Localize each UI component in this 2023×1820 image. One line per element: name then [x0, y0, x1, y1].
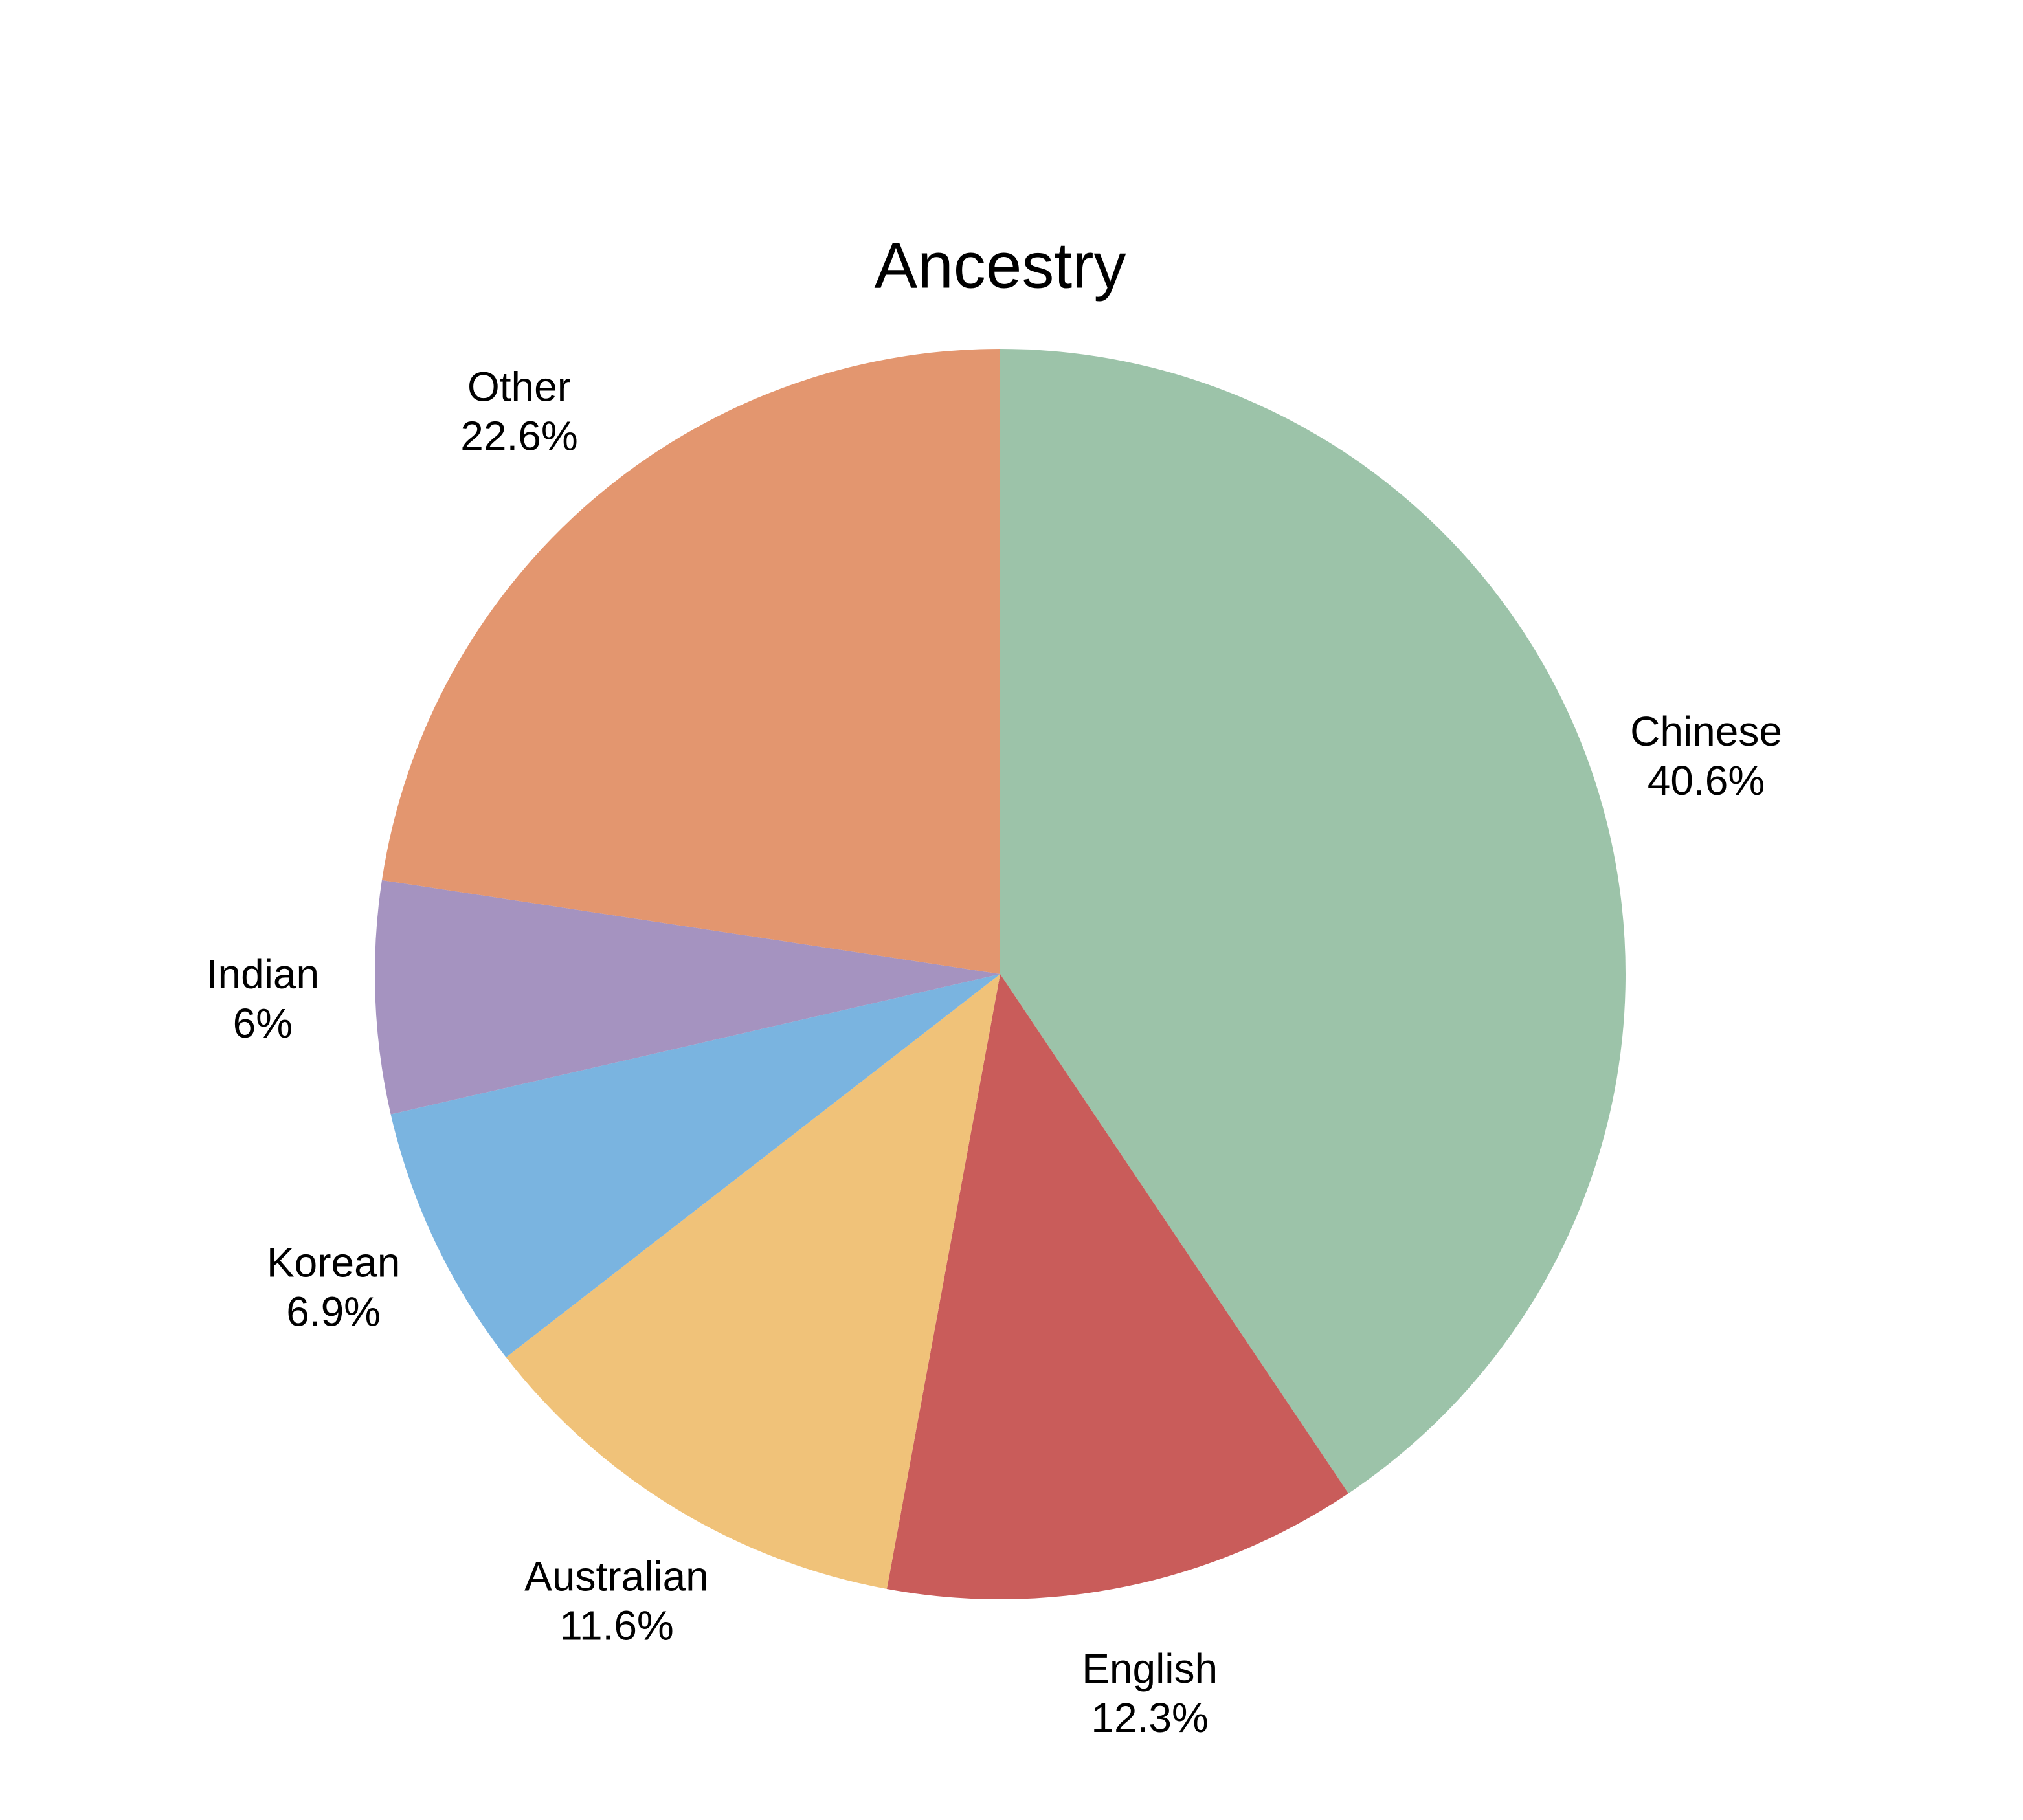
slice-label: Korean — [267, 1239, 400, 1285]
slice-value-label: 6.9% — [286, 1288, 381, 1335]
pie-slice — [1000, 349, 1626, 1494]
pie-slice — [381, 349, 1000, 974]
pie-slice — [390, 974, 1000, 1358]
pie-slice — [506, 974, 1000, 1590]
slice-value-label: 11.6% — [559, 1603, 674, 1649]
slice-value-label: 40.6% — [1648, 757, 1765, 804]
pie-slice — [886, 974, 1348, 1599]
slice-label: English — [1082, 1645, 1218, 1692]
slice-label: Australian — [524, 1553, 709, 1600]
slice-value-label: 12.3% — [1091, 1694, 1208, 1741]
slice-label: Other — [467, 363, 571, 410]
slice-label: Indian — [207, 951, 319, 997]
slice-value-label: 6% — [233, 1000, 293, 1047]
chart-title: Ancestry — [874, 229, 1126, 302]
slice-value-label: 22.6% — [460, 412, 577, 459]
pie-slice — [375, 880, 1000, 1115]
slice-label: Chinese — [1630, 708, 1782, 755]
